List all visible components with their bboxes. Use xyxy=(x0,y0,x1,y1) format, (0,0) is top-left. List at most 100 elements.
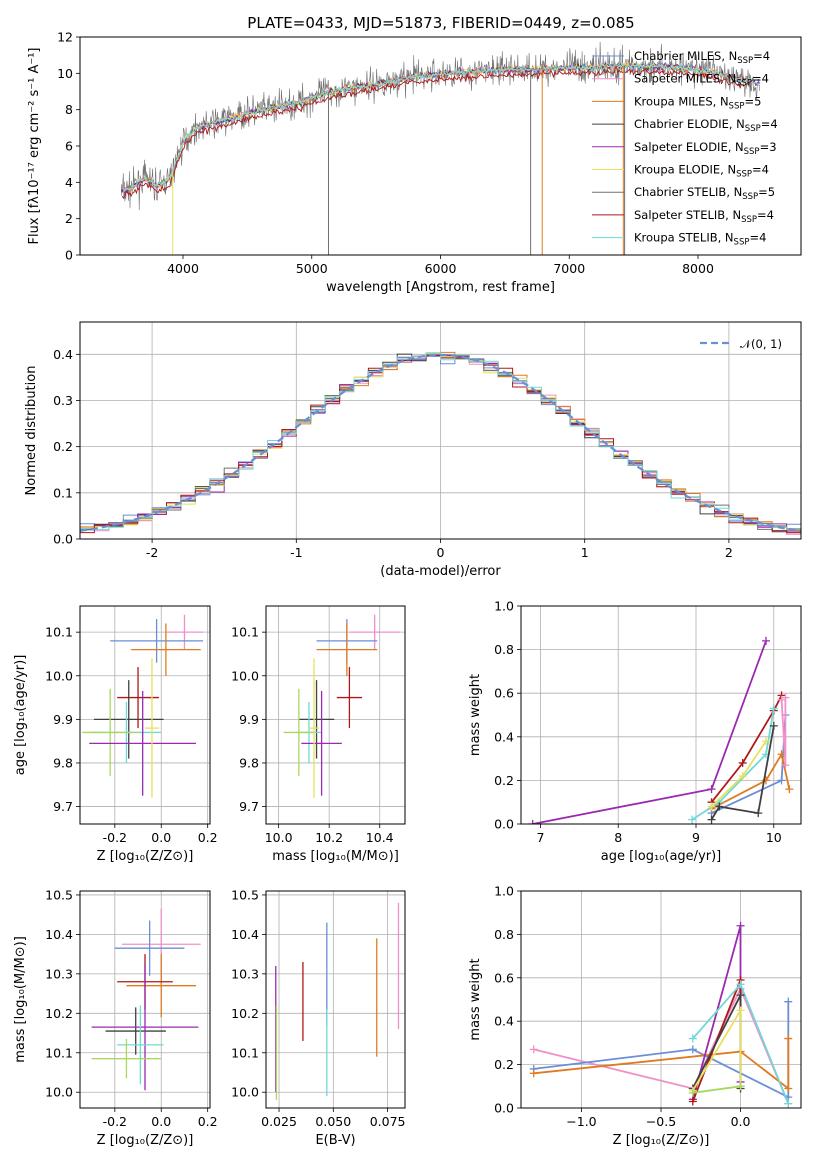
weight-point-marker xyxy=(736,980,745,989)
weight-point-marker xyxy=(762,636,770,645)
plot-area xyxy=(80,351,801,535)
panel-weight_vs_age: 7 8 9 10 0.0 0.2 0.4 0.6 0.8 1.0 age [log₁₀(age/yr… xyxy=(468,599,802,864)
y-tick-label: 0 xyxy=(65,248,73,263)
legend-entry: Salpeter STELIB, NSSP=4 xyxy=(634,208,774,225)
y-axis-label: mass weight xyxy=(468,958,483,1040)
weight-point-marker xyxy=(715,802,724,811)
legend-label: Kroupa ELODIE, N xyxy=(634,163,736,177)
weight-point-marker xyxy=(777,776,786,785)
y-tick-label: 2 xyxy=(65,211,73,226)
y-tick-label: 0.4 xyxy=(494,729,514,744)
x-tick-label: 7000 xyxy=(553,261,585,276)
x-axis-label: E(B-V) xyxy=(315,1133,355,1148)
legend-label: Salpeter STELIB, N xyxy=(634,208,741,222)
plot-frame xyxy=(265,605,406,825)
x-tick-label: -0.2 xyxy=(103,830,127,845)
x-tick-label: 0.075 xyxy=(370,1114,406,1129)
weight-point-marker xyxy=(738,772,747,781)
y-tick-label: 0.0 xyxy=(494,1101,514,1116)
y-tick-label: 0.6 xyxy=(494,970,514,985)
weight-point-marker xyxy=(769,704,778,713)
weight-point-marker xyxy=(781,693,790,702)
weight-series-line xyxy=(711,751,791,810)
x-tick-label: 10 xyxy=(766,830,782,845)
legend-entry: Chabrier MILES, NSSP=4 xyxy=(634,49,770,66)
y-tick-label: 8 xyxy=(65,102,73,117)
x-tick-label: 6000 xyxy=(425,261,457,276)
spectrum-series-line xyxy=(121,66,745,200)
weight-point-marker xyxy=(784,1084,793,1093)
y-tick-label: 10.1 xyxy=(231,625,259,640)
y-tick-label: 0.8 xyxy=(494,927,514,942)
plot-area xyxy=(275,902,400,1101)
weight-point-marker xyxy=(528,820,537,824)
legend-subscript: SSP xyxy=(745,124,761,134)
y-tick-label: 10.5 xyxy=(231,887,259,902)
chart-title: PLATE=0433, MJD=51873, FIBERID=0449, z=0… xyxy=(247,14,634,32)
legend-entry: Kroupa MILES, NSSP=5 xyxy=(634,94,761,111)
x-tick-label: 10.4 xyxy=(366,830,394,845)
legend-subscript: SSP xyxy=(741,215,757,225)
y-tick-label: 9.9 xyxy=(239,712,259,727)
legend-subscript: SSP xyxy=(742,192,758,202)
legend-entry: Salpeter ELODIE, NSSP=3 xyxy=(634,140,777,157)
plot-area xyxy=(120,41,761,255)
y-tick-label: 1.0 xyxy=(494,599,514,614)
y-tick-label: 12 xyxy=(57,30,73,45)
y-tick-label: 0.0 xyxy=(53,532,73,547)
x-tick-label: 0 xyxy=(437,545,445,560)
weight-point-marker xyxy=(707,802,716,811)
y-tick-label: 9.8 xyxy=(53,755,73,770)
y-tick-label: 10.3 xyxy=(45,966,73,981)
y-tick-label: 10.0 xyxy=(231,668,259,683)
y-tick-label: 0.4 xyxy=(494,1014,514,1029)
y-axis-label: mass weight xyxy=(468,674,483,756)
y-tick-label: 10.1 xyxy=(231,1045,259,1060)
y-tick-label: 10.0 xyxy=(45,668,73,683)
y-tick-label: 9.7 xyxy=(53,799,73,814)
weight-point-marker xyxy=(785,785,794,794)
weight-series-line xyxy=(710,694,783,803)
y-tick-label: 0.8 xyxy=(494,642,514,657)
weight-point-marker xyxy=(784,997,793,1006)
x-tick-label: -2 xyxy=(146,545,158,560)
y-tick-label: 0.0 xyxy=(494,817,514,832)
x-tick-label: 9 xyxy=(692,830,700,845)
legend-label-end: =4 xyxy=(749,231,766,245)
x-tick-label: 0.0 xyxy=(151,1114,171,1129)
y-tick-label: 10.0 xyxy=(231,1085,259,1100)
weight-point-marker xyxy=(754,809,763,818)
x-axis-label: (data-model)/error xyxy=(380,564,501,579)
weight-point-marker xyxy=(707,785,716,794)
weight-point-marker xyxy=(529,1069,538,1078)
weight-point-marker xyxy=(529,1045,538,1054)
y-tick-label: 6 xyxy=(65,139,73,154)
legend-label: Chabrier STELIB, N xyxy=(634,185,742,199)
weight-point-marker xyxy=(688,815,697,824)
plot-frame xyxy=(520,890,802,1109)
y-axis-label: mass [log₁₀(M/M⊙)] xyxy=(13,936,28,1063)
legend-label: Chabrier MILES, N xyxy=(634,49,737,63)
y-axis-label: age [log₁₀(age/yr)] xyxy=(13,655,28,776)
y-tick-label: 10.4 xyxy=(231,927,259,942)
panel-age_vs_mass: 10.0 10.2 10.4 9.7 9.8 9.9 10.0 10.1 mass [log₁₀… xyxy=(231,605,406,864)
y-tick-label: 1.0 xyxy=(494,884,514,899)
weight-point-marker xyxy=(736,921,745,930)
panel-weight_vs_Z: −1.0 −0.5 0.0 0.0 0.2 0.4 0.6 0.8 1.0 Z [log₁₀(Z/… xyxy=(468,884,802,1148)
y-tick-label: 10.3 xyxy=(231,966,259,981)
weight-point-marker xyxy=(688,1097,697,1106)
y-tick-label: 0.4 xyxy=(53,347,73,362)
panel-residuals: -2 -1 0 1 2 0.0 0.1 0.2 0.3 0.4 (data-model)/error… xyxy=(24,321,802,579)
x-tick-label: 10.0 xyxy=(265,830,293,845)
y-tick-label: 0.3 xyxy=(53,393,73,408)
legend-label-end: =4 xyxy=(752,72,769,86)
plot-frame xyxy=(79,321,802,540)
plot-area xyxy=(91,908,201,1091)
x-axis-label: Z [log₁₀(Z/Z⊙)] xyxy=(613,1133,710,1148)
y-tick-label: 9.9 xyxy=(53,712,73,727)
weight-series-line xyxy=(710,725,775,821)
x-tick-label: 8000 xyxy=(682,261,714,276)
plot-frame xyxy=(79,890,211,1109)
x-tick-label: -1 xyxy=(290,545,302,560)
